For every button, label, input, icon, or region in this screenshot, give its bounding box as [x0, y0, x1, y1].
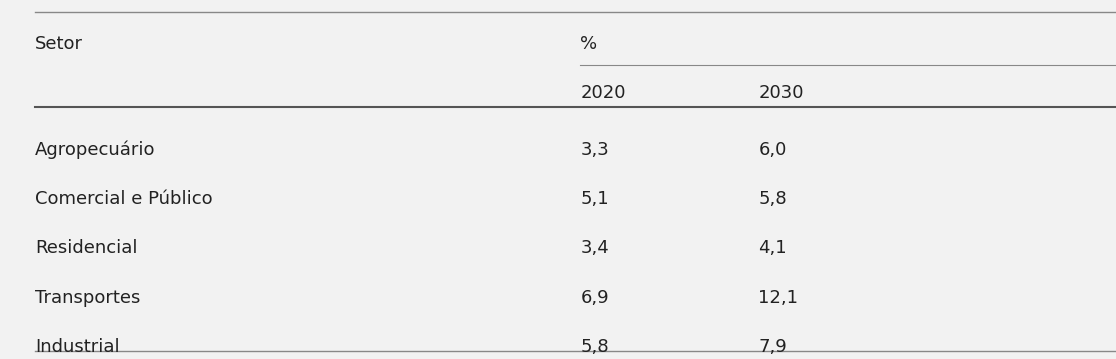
Text: Residencial: Residencial — [35, 239, 137, 257]
Text: 6,0: 6,0 — [759, 140, 787, 159]
Text: 5,1: 5,1 — [580, 190, 609, 208]
Text: %: % — [580, 35, 597, 53]
Text: 2030: 2030 — [759, 84, 804, 102]
Text: Industrial: Industrial — [35, 338, 119, 356]
Text: 5,8: 5,8 — [759, 190, 787, 208]
Text: 4,1: 4,1 — [759, 239, 787, 257]
Text: 5,8: 5,8 — [580, 338, 609, 356]
Text: 6,9: 6,9 — [580, 289, 609, 307]
Text: 2020: 2020 — [580, 84, 626, 102]
Text: Setor: Setor — [35, 35, 83, 53]
Text: 3,3: 3,3 — [580, 140, 609, 159]
Text: Comercial e Público: Comercial e Público — [35, 190, 212, 208]
Text: 12,1: 12,1 — [759, 289, 798, 307]
Text: 7,9: 7,9 — [759, 338, 787, 356]
Text: 3,4: 3,4 — [580, 239, 609, 257]
Text: Transportes: Transportes — [35, 289, 141, 307]
Text: Agropecuário: Agropecuário — [35, 140, 155, 159]
